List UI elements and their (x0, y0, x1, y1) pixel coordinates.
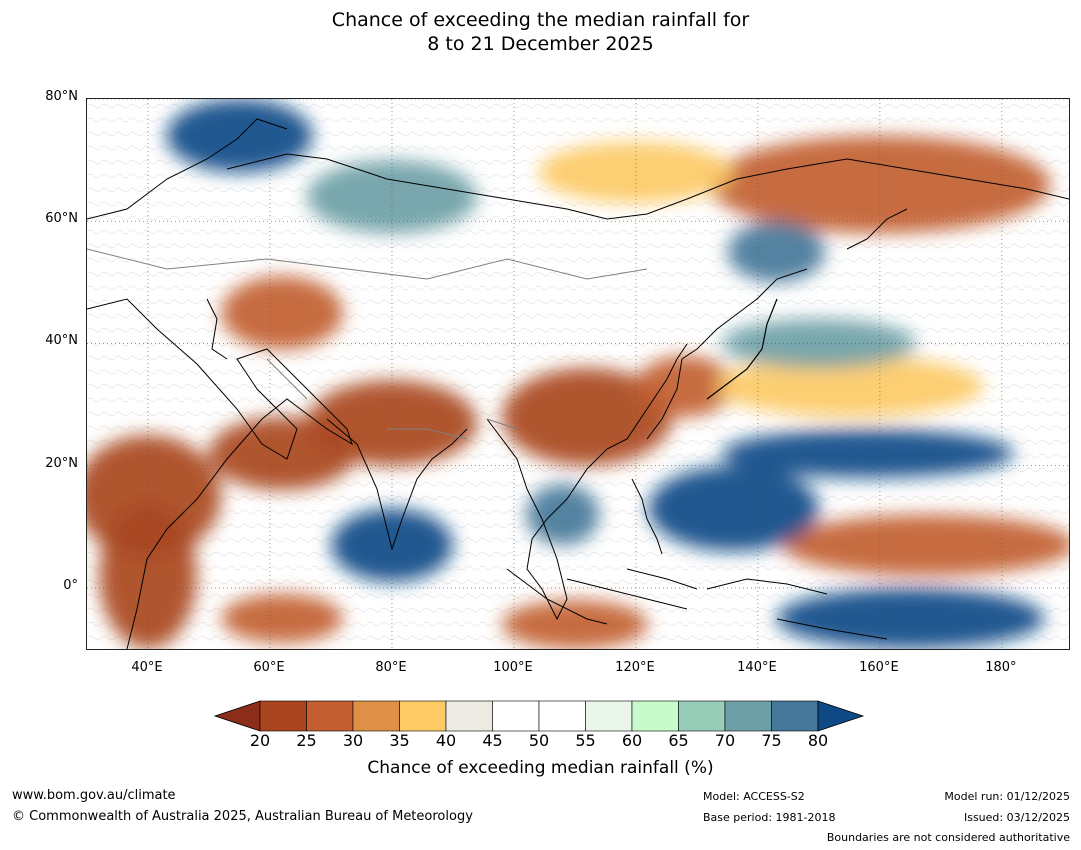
coast-arctic (226, 153, 1069, 220)
colorbar-tick-label: 45 (482, 731, 503, 750)
colorbar-tick-label: 65 (668, 731, 689, 750)
latitude-tick-label: 40°N (45, 333, 78, 349)
coast-philippines (631, 478, 663, 555)
anomaly-region-equatorial-indian-ocean-wet (330, 508, 453, 582)
coast-japan (706, 298, 778, 400)
colorbar-tick-label: 40 (435, 731, 457, 750)
anomaly-region-north-siberia-dry (538, 141, 734, 203)
base-period-text: Base period: 1981-2018 (703, 811, 836, 824)
anomaly-region-northwest-pacific-wet (721, 429, 1015, 478)
colorbar-tick-label: 75 (761, 731, 782, 750)
latitude-tick-label: 20°N (45, 455, 78, 471)
colorbar-segment (399, 700, 447, 732)
colorbar-under-arrow (214, 700, 261, 732)
colorbar-over-arrow (817, 700, 865, 732)
colorbar-tick-label: 35 (389, 731, 410, 750)
colorbar-segment (306, 700, 354, 732)
latitude-tick-label: 60°N (45, 211, 78, 227)
colorbar (214, 700, 865, 732)
colorbar-tick-label: 25 (296, 731, 317, 750)
anomaly-region-central-asia-dry (221, 276, 344, 350)
coastlines (87, 118, 1069, 649)
longitude-tick-label: 140°E (737, 660, 777, 675)
latitude-tick-label: 0° (63, 577, 78, 593)
colorbar-title: Chance of exceeding median rainfall (%) (367, 758, 714, 778)
latitude-tick-label: 80°N (45, 89, 78, 104)
coast-scandinavia (87, 118, 288, 220)
coast-new-guinea (706, 578, 888, 640)
country-borders (87, 248, 648, 440)
copyright-text: © Commonwealth of Australia 2025, Austra… (12, 809, 473, 824)
anomaly-region-northern-australia-wet (776, 587, 1045, 649)
coast-indonesia (506, 568, 698, 625)
rainfall-map-canvas (87, 99, 1069, 649)
coast-india (326, 418, 468, 551)
coast-east-asia (646, 268, 808, 440)
colorbar-segment (585, 700, 633, 732)
coast-africa-arabia (87, 298, 353, 649)
rainfall-map (86, 98, 1070, 650)
anomaly-region-south-china-sea-wet (526, 484, 600, 546)
colorbar-segment (631, 700, 679, 732)
anomaly-region-south-china-dry (501, 367, 673, 466)
colorbar-segment (724, 700, 772, 732)
longitude-tick-label: 160°E (859, 660, 899, 675)
colorbar-tick-label: 30 (342, 731, 364, 750)
map-title-line1: Chance of exceeding the median rainfall … (331, 9, 750, 31)
colorbar-tick-label: 50 (528, 731, 550, 750)
colorbar-segment (445, 700, 493, 732)
anomaly-region-scandinavia-wet (166, 99, 313, 173)
issued-text: Issued: 03/12/2025 (963, 811, 1070, 824)
longitude-tick-label: 60°E (253, 660, 285, 675)
colorbar-tick-label: 55 (575, 731, 596, 750)
coast-southeast-asia (486, 343, 688, 621)
anomaly-region-western-siberia-wet (306, 160, 478, 234)
colorbar-tick-label: 80 (807, 731, 829, 750)
anomaly-region-northwest-pacific-scattered-wet (721, 319, 917, 368)
longitude-tick-label: 120°E (615, 660, 655, 675)
anomaly-region-sea-of-okhotsk-wet (727, 221, 826, 283)
anomaly-region-southwest-indian-ocean-dry (221, 594, 344, 643)
map-title-line2: 8 to 21 December 2025 (427, 33, 654, 55)
colorbar-segment (259, 700, 307, 732)
anomaly-region-north-pacific-dry (715, 355, 984, 417)
disclaimer-text: Boundaries are not considered authoritat… (826, 831, 1070, 844)
website-link[interactable]: www.bom.gov.au/climate (12, 788, 176, 803)
anomaly-fields (87, 99, 1069, 649)
coast-kamchatka (846, 208, 908, 250)
coast-caspian (206, 298, 228, 360)
anomaly-region-southeast-indian-ocean-dry (501, 600, 649, 649)
anomaly-region-philippine-sea-wet (648, 465, 819, 552)
colorbar-segment (678, 700, 726, 732)
map-title: Chance of exceeding the median rainfall … (0, 8, 1081, 56)
anomaly-region-south-asia-himalaya-dry (306, 380, 478, 466)
colorbar-segment (538, 700, 586, 732)
colorbar-segment (771, 700, 819, 732)
longitude-tick-label: 100°E (493, 660, 533, 675)
longitude-tick-label: 80°E (375, 660, 407, 675)
colorbar-segment (492, 700, 540, 732)
colorbar-segment (352, 700, 400, 732)
anomaly-region-east-siberia-dry (709, 135, 1051, 234)
longitude-tick-label: 180° (985, 660, 1017, 675)
anomaly-region-east-china-sea-dry (635, 355, 734, 417)
colorbar-tick-label: 60 (621, 731, 643, 750)
colorbar-tick-label: 70 (714, 731, 736, 750)
longitude-tick-label: 40°E (131, 660, 163, 675)
model-text: Model: ACCESS-S2 (703, 790, 805, 803)
anomaly-region-west-pacific-dry (782, 514, 1069, 576)
model-run-text: Model run: 01/12/2025 (944, 790, 1070, 803)
colorbar-tick-label: 20 (249, 731, 271, 750)
